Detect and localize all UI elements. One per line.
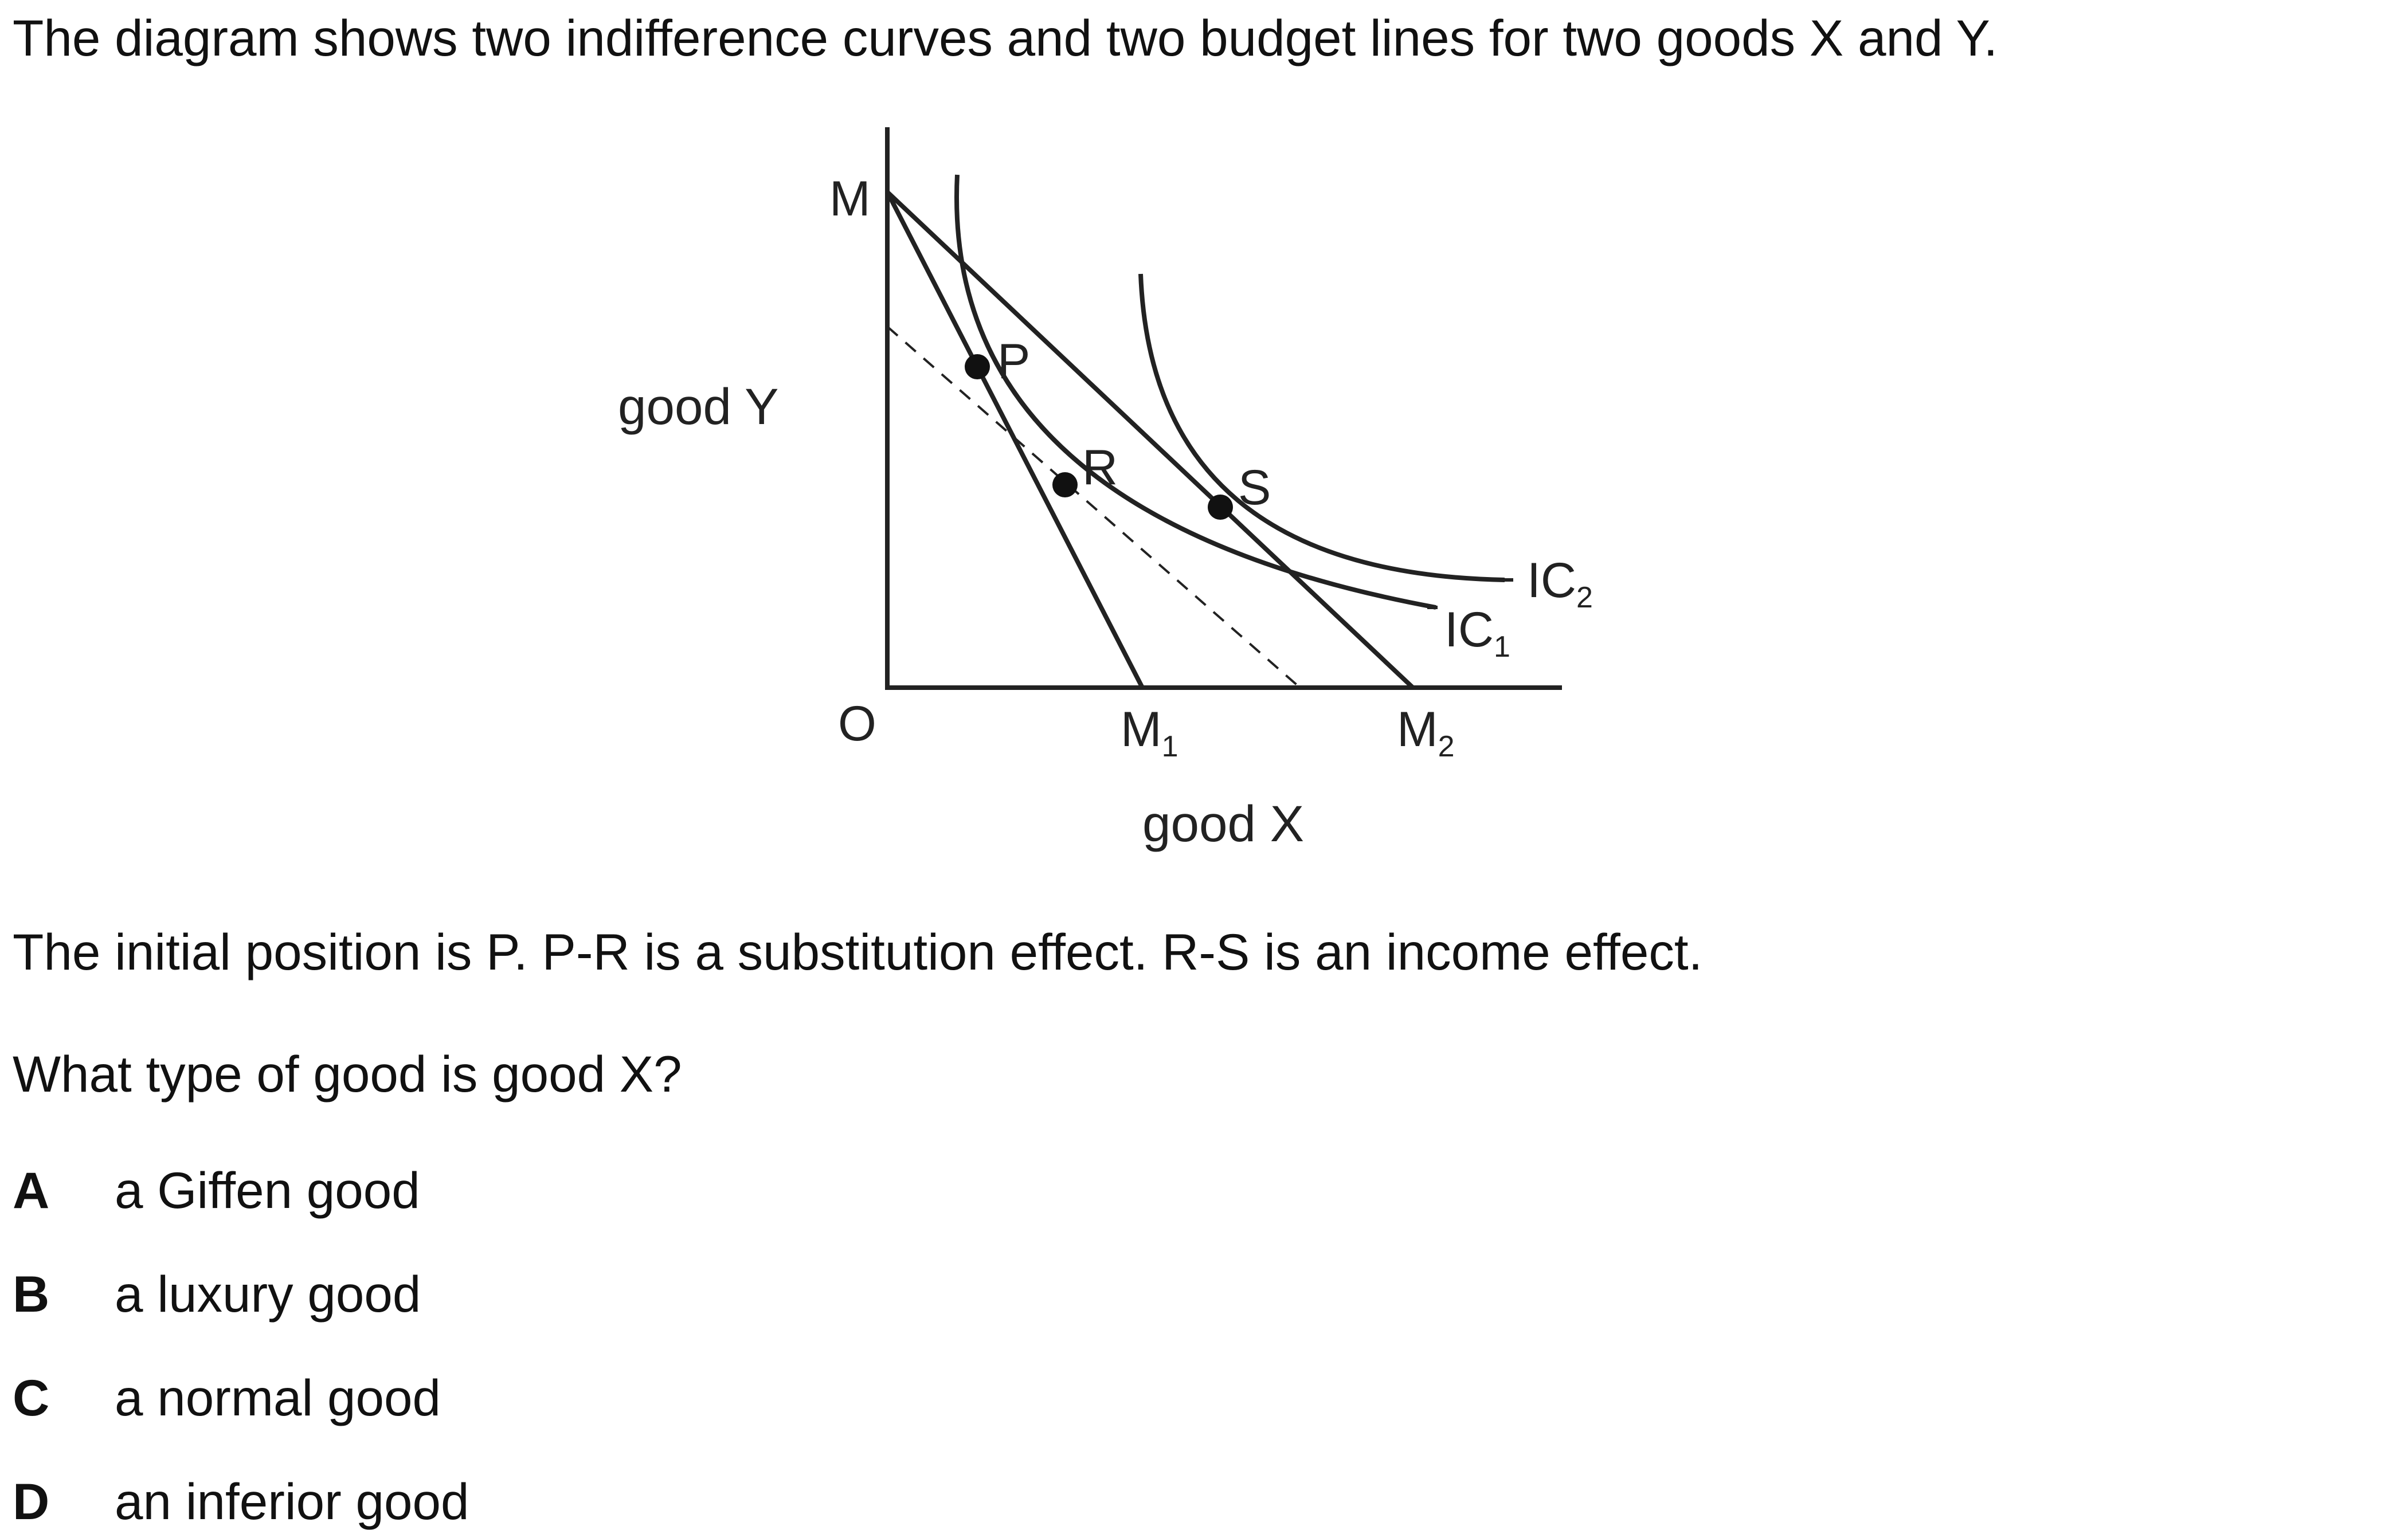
question-prompt: What type of good is good X? xyxy=(13,1045,682,1103)
budget-label-m2: M2 xyxy=(1397,702,1455,763)
point-p-marker xyxy=(965,354,990,379)
indifference-curve-diagram: P R S M O good Y good X M1 M2 IC1 IC2 xyxy=(618,127,1593,852)
budget-line-m-m2 xyxy=(886,190,1415,689)
x-axis-label: good X xyxy=(1142,795,1304,852)
curve-label-ic1: IC1 xyxy=(1444,602,1510,664)
option-d-text: an inferior good xyxy=(115,1473,469,1530)
indifference-curve-ic1 xyxy=(954,174,1436,610)
point-r-label: R xyxy=(1082,440,1118,495)
intercept-label-m: M xyxy=(829,171,871,226)
option-d-letter: D xyxy=(13,1473,50,1530)
indifference-curve-ic2 xyxy=(1138,273,1505,582)
option-c-letter: C xyxy=(13,1369,50,1426)
point-r-marker xyxy=(1052,472,1078,497)
curve-label-ic2: IC2 xyxy=(1527,553,1593,614)
question-intro: The diagram shows two indifference curve… xyxy=(13,9,1998,66)
point-s-marker xyxy=(1208,495,1233,520)
option-a-text: a Giffen good xyxy=(115,1162,420,1219)
budget-line-m-m1 xyxy=(885,191,1145,689)
budget-label-m1: M1 xyxy=(1121,702,1178,763)
origin-label: O xyxy=(838,696,876,751)
compensating-budget-line xyxy=(886,325,1301,689)
point-p-label: P xyxy=(997,334,1030,389)
option-a-letter: A xyxy=(13,1162,50,1219)
option-b-letter: B xyxy=(13,1265,50,1323)
option-c-text: a normal good xyxy=(115,1369,441,1426)
y-axis-label: good Y xyxy=(618,378,778,435)
question-statement: The initial position is P. P-R is a subs… xyxy=(13,923,1703,980)
point-s-label: S xyxy=(1238,460,1271,515)
option-b-text: a luxury good xyxy=(115,1265,421,1323)
